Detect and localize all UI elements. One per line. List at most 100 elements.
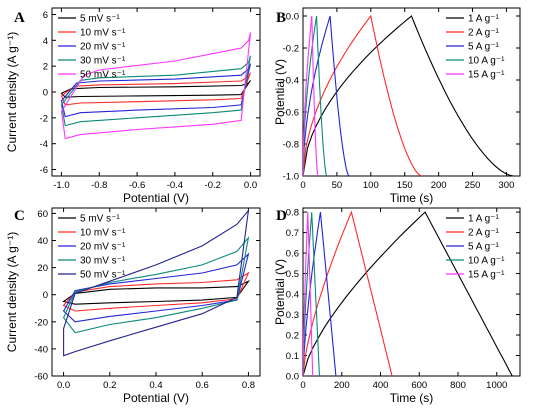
x-tick-label: 0.0: [244, 180, 257, 191]
series-line-3: [60, 63, 252, 118]
legend-label: 30 mV s⁻¹: [80, 256, 126, 267]
y-tick-label: -20: [34, 317, 48, 328]
x-tick-label: 200: [431, 180, 447, 191]
legend-label: 15 A g⁻¹: [468, 70, 505, 81]
y-tick-label: -60: [34, 372, 48, 383]
y-tick-label: 0.0: [286, 372, 299, 383]
series-line-5: [60, 32, 252, 140]
legend-label: 50 mV s⁻¹: [80, 70, 126, 81]
x-tick-label: 400: [373, 380, 389, 391]
panel-letter: B: [276, 10, 286, 26]
y-tick-label: -0.2: [283, 44, 299, 55]
plot-area: [60, 32, 252, 140]
x-tick-label: 0.6: [196, 380, 209, 391]
series-line-4: [303, 15, 328, 176]
legend-label: 50 mV s⁻¹: [80, 270, 126, 281]
legend-label: 10 A g⁻¹: [468, 56, 505, 67]
x-tick-label: 800: [450, 380, 466, 391]
y-tick-label: 0.6: [286, 249, 299, 260]
series-line-2: [303, 14, 422, 176]
y-tick-label: -40: [34, 344, 48, 355]
x-tick-label: 1000: [486, 380, 507, 391]
series-line-2: [303, 210, 393, 376]
y-tick-label: -0.8: [283, 140, 299, 151]
series-line-5: [63, 208, 250, 357]
panel-b: 0 50 100 150 200 250 300 -1.0 -0.8 -0.6 -0.4 -0.2 0.…: [273, 7, 521, 205]
y-tick-label: 4: [43, 36, 48, 47]
series-line-5: [303, 212, 314, 376]
y-tick-label: 0.4: [286, 290, 299, 301]
x-tick-label: -1.0: [53, 180, 69, 191]
legend-label: 30 mV s⁻¹: [80, 56, 126, 67]
panel-a: -1.0 -0.8 -0.6 -0.4 -0.2 0.0 -6 -4 -2 0 2 4 6 Potenti…: [5, 7, 261, 205]
plot-area: [303, 210, 513, 376]
legend-label: 5 A g⁻¹: [468, 242, 500, 253]
x-tick-label: 600: [411, 380, 427, 391]
y-tick-label: -0.6: [283, 108, 299, 119]
legend-label: 10 mV s⁻¹: [80, 28, 126, 39]
x-tick-label: 250: [465, 180, 481, 191]
x-tick-label: 200: [334, 380, 350, 391]
legend-label: 1 A g⁻¹: [468, 14, 500, 25]
series-line-3: [303, 212, 337, 376]
y-tick-label: 0.0: [286, 12, 299, 23]
series-line-1: [303, 211, 513, 376]
y-tick-label: 0: [43, 290, 48, 301]
y-tick-label: -1.0: [283, 172, 299, 183]
series-line-2: [62, 271, 250, 312]
legend-label: 1 A g⁻¹: [468, 214, 500, 225]
y-tick-label: -4: [40, 139, 48, 150]
x-tick-label: 50: [332, 180, 343, 191]
y-tick-label: 0.5: [286, 269, 299, 280]
panel-d: 0 200 400 600 800 1000 0.0 0.1 0.2 0.3 0.4 0.5 0.6 0.…: [273, 207, 521, 405]
x-tick-label: -0.2: [205, 180, 221, 191]
series-line-3: [303, 15, 350, 176]
x-tick-label: 0: [300, 180, 305, 191]
y-axis-label: Potential (V): [273, 259, 287, 325]
x-tick-label: 150: [397, 180, 413, 191]
legend-label: 15 A g⁻¹: [468, 270, 505, 281]
plot-frame: [302, 7, 521, 177]
x-axis-label: Time (s): [390, 191, 434, 205]
series-line-4: [303, 212, 321, 376]
y-tick-label: 60: [37, 209, 48, 220]
series-line-1: [60, 80, 251, 98]
series-line-1: [62, 279, 251, 305]
plot-frame: [302, 207, 521, 377]
series-line-4: [62, 235, 250, 334]
y-tick-label: 0.2: [286, 331, 299, 342]
panel-letter: D: [276, 208, 287, 224]
legend-label: 20 mV s⁻¹: [80, 42, 126, 53]
plot-area: [303, 14, 514, 176]
series-line-1: [303, 15, 514, 176]
legend-label: 10 mV s⁻¹: [80, 228, 126, 239]
legend-label: 2 A g⁻¹: [468, 28, 500, 39]
x-axis-label: Potential (V): [123, 391, 189, 405]
x-tick-label: 300: [499, 180, 515, 191]
series-line-4: [60, 55, 252, 127]
y-tick-label: 0.8: [286, 208, 299, 219]
y-axis-label: Current density (A g⁻¹): [5, 232, 19, 352]
series-line-5: [303, 15, 319, 176]
x-tick-label: 0: [300, 380, 305, 391]
y-tick-label: -0.4: [283, 76, 299, 87]
x-tick-label: -0.4: [167, 180, 183, 191]
legend-label: 20 mV s⁻¹: [80, 242, 126, 253]
x-tick-label: 0.4: [149, 380, 162, 391]
y-tick-label: 0.3: [286, 310, 299, 321]
y-tick-label: 0.1: [286, 351, 299, 362]
plot-area: [62, 208, 251, 357]
x-tick-label: 0.0: [57, 380, 70, 391]
y-tick-label: 40: [37, 236, 48, 247]
y-tick-label: -6: [40, 165, 48, 176]
x-axis-label: Potential (V): [123, 191, 189, 205]
y-tick-label: 0: [43, 88, 48, 99]
panel-c: 0.0 0.2 0.4 0.6 0.8 -60 -40 -20 0 20 40 60 Potential…: [5, 207, 261, 405]
legend-label: 5 mV s⁻¹: [80, 214, 120, 225]
x-tick-label: -0.8: [91, 180, 107, 191]
x-tick-label: 0.2: [103, 380, 116, 391]
x-tick-label: -0.6: [129, 180, 145, 191]
x-tick-label: 100: [363, 180, 379, 191]
y-axis-label: Potential (V): [273, 59, 287, 125]
